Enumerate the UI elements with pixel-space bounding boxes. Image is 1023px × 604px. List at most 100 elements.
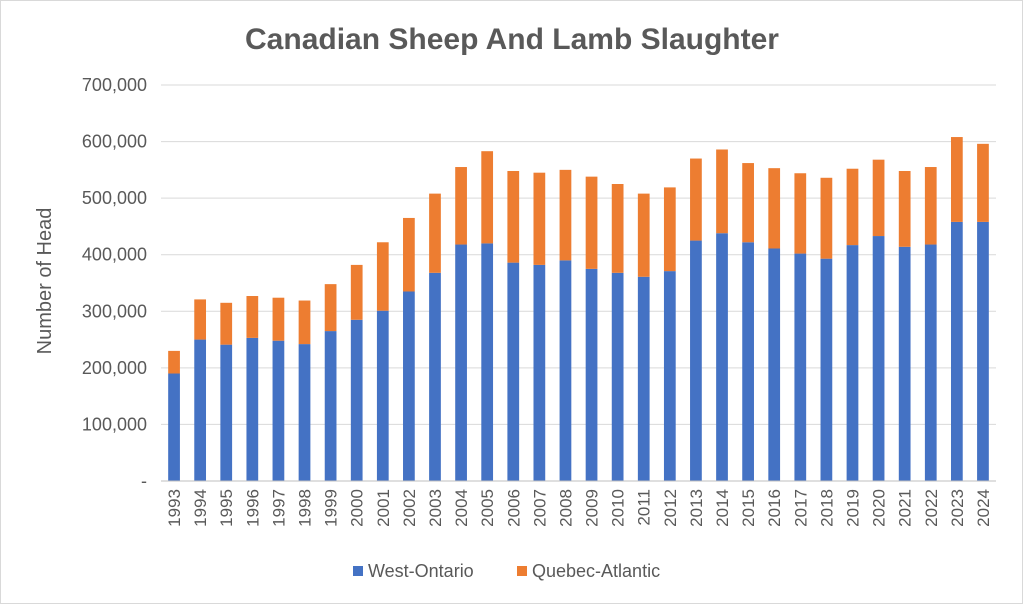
bar-west-ontario-2003 [429, 272, 441, 481]
bar-west-ontario-2008 [559, 260, 572, 481]
legend-swatch-west-ontario [353, 566, 363, 576]
x-tick-label: 2017 [791, 489, 810, 527]
bar-west-ontario-2017 [794, 253, 807, 481]
bar-quebec-atlantic-2004 [455, 167, 467, 245]
bar-west-ontario-1999 [324, 331, 337, 481]
x-tick-label: 2005 [478, 489, 497, 527]
bar-quebec-atlantic-1996 [246, 296, 259, 338]
x-tick-label: 1995 [217, 489, 236, 527]
bar-west-ontario-1993 [168, 373, 180, 481]
bar-west-ontario-1997 [272, 340, 285, 481]
bar-quebec-atlantic-2008 [559, 169, 572, 261]
bar-quebec-atlantic-1994 [194, 299, 207, 340]
bar-quebec-atlantic-2021 [898, 170, 911, 247]
bar-west-ontario-2011 [637, 276, 650, 481]
bar-west-ontario-2021 [898, 246, 911, 481]
bar-quebec-atlantic-2011 [637, 193, 650, 277]
bar-quebec-atlantic-2000 [350, 264, 363, 320]
bar-west-ontario-2014 [716, 233, 728, 481]
bar-quebec-atlantic-2020 [872, 159, 885, 237]
gridlines [161, 84, 996, 425]
x-axis-ticks: 1993 1994 1995 1996 1997 1998 1999 2000 2001 2002… [165, 489, 993, 527]
y-tick-label: 600,000 [82, 132, 147, 152]
y-tick-label: 400,000 [82, 245, 147, 265]
x-tick-label: 2004 [452, 489, 471, 527]
x-tick-label: 2015 [739, 489, 758, 527]
bar-west-ontario-2001 [376, 310, 389, 481]
bar-west-ontario-1998 [298, 344, 311, 481]
bar-quebec-atlantic-2014 [716, 149, 728, 234]
x-tick-label: 2013 [687, 489, 706, 527]
bar-quebec-atlantic-1999 [324, 284, 337, 332]
y-tick-label: - [141, 471, 147, 491]
bar-quebec-atlantic-2016 [768, 168, 781, 249]
x-tick-label: 2008 [556, 489, 575, 527]
x-tick-label: 2003 [426, 489, 445, 527]
x-tick-label: 1997 [269, 489, 288, 527]
x-tick-label: 2022 [922, 489, 941, 527]
bar-west-ontario-2000 [350, 319, 363, 481]
x-tick-label: 2002 [400, 489, 419, 527]
x-tick-label: 2000 [348, 489, 367, 527]
bar-quebec-atlantic-2007 [533, 172, 546, 265]
bar-quebec-atlantic-2001 [376, 242, 389, 311]
legend-label-west-ontario: West-Ontario [368, 561, 474, 581]
bar-west-ontario-2024 [977, 221, 989, 481]
y-tick-label: 100,000 [82, 414, 147, 434]
bar-west-ontario-2023 [950, 221, 963, 481]
bar-west-ontario-2020 [872, 236, 885, 481]
bar-quebec-atlantic-2005 [481, 151, 494, 244]
bar-west-ontario-2012 [663, 271, 676, 481]
bar-west-ontario-2009 [585, 268, 598, 481]
bars [168, 137, 989, 481]
bar-quebec-atlantic-2023 [950, 137, 963, 222]
x-tick-label: 1998 [296, 489, 315, 527]
bar-west-ontario-2019 [846, 245, 859, 481]
bar-west-ontario-2005 [481, 243, 494, 481]
x-tick-label: 2007 [530, 489, 549, 527]
y-tick-label: 500,000 [82, 188, 147, 208]
legend-swatch-quebec-atlantic [517, 566, 527, 576]
x-tick-label: 2020 [870, 489, 889, 527]
y-axis-label: Number of Head [34, 208, 56, 355]
x-tick-label: 2024 [974, 489, 993, 527]
bar-west-ontario-2002 [403, 291, 415, 481]
bar-west-ontario-2015 [742, 242, 754, 481]
legend: West-Ontario Quebec-Atlantic [353, 561, 660, 581]
bar-west-ontario-1994 [194, 339, 207, 481]
bar-quebec-atlantic-2009 [585, 176, 598, 269]
bar-quebec-atlantic-1995 [220, 302, 233, 345]
bar-quebec-atlantic-2013 [690, 158, 702, 241]
bar-west-ontario-2006 [507, 262, 520, 481]
bar-west-ontario-2022 [924, 244, 937, 481]
x-tick-label: 2016 [765, 489, 784, 527]
x-tick-label: 2023 [948, 489, 967, 527]
bar-quebec-atlantic-2003 [429, 193, 441, 273]
x-tick-label: 2021 [896, 489, 915, 527]
bar-quebec-atlantic-2017 [794, 173, 807, 254]
x-tick-label: 2009 [583, 489, 602, 527]
y-tick-label: 300,000 [82, 301, 147, 321]
x-tick-label: 2001 [374, 489, 393, 527]
x-tick-label: 2019 [843, 489, 862, 527]
bar-quebec-atlantic-2022 [924, 167, 937, 245]
bar-west-ontario-1996 [246, 337, 259, 481]
bar-quebec-atlantic-2024 [977, 143, 989, 222]
y-axis-ticks: - 100,000 200,000 300,000 400,000 500,000 600,… [82, 75, 147, 491]
y-tick-label: 700,000 [82, 75, 147, 95]
bar-west-ontario-2016 [768, 248, 781, 481]
bar-quebec-atlantic-2006 [507, 170, 520, 263]
bar-quebec-atlantic-2018 [820, 177, 833, 259]
bar-quebec-atlantic-2019 [846, 168, 859, 246]
x-tick-label: 1996 [243, 489, 262, 527]
x-tick-label: 1999 [322, 489, 341, 527]
bar-quebec-atlantic-1993 [168, 350, 180, 374]
bar-west-ontario-2004 [455, 244, 467, 481]
x-tick-label: 2018 [817, 489, 836, 527]
bar-quebec-atlantic-1997 [272, 297, 285, 341]
bar-west-ontario-2018 [820, 258, 833, 481]
bar-quebec-atlantic-2002 [403, 217, 415, 292]
y-tick-label: 200,000 [82, 358, 147, 378]
